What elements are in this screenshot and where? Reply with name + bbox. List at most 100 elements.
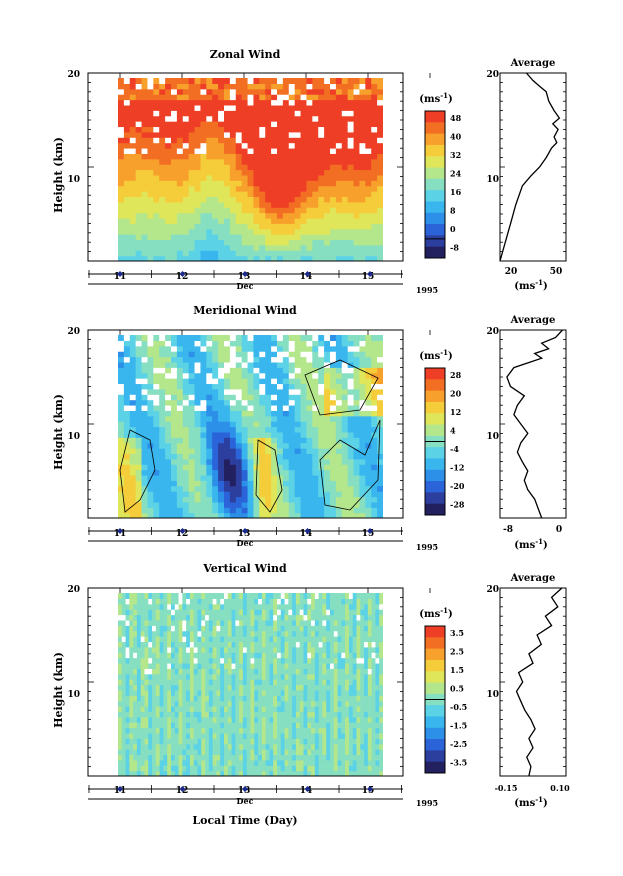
field-cell [271,415,278,422]
field-cell [365,507,372,514]
field-cell [189,662,195,669]
field-cell [377,448,383,455]
field-cell [167,765,172,772]
field-cell [282,340,290,347]
field-cell [220,716,225,723]
field-cell [229,174,237,181]
field-cell [377,212,383,219]
field-cell [258,673,263,680]
field-cell [171,593,176,599]
field-cell [220,630,225,637]
field-cell [269,625,274,632]
field-cell [371,394,378,401]
field-cell [206,485,213,492]
field-cell [306,131,313,138]
field-cell [377,255,383,261]
field-cell [147,255,154,261]
field-cell [280,749,286,756]
field-cell [371,94,378,101]
field-cell [123,174,131,181]
field-cell [136,614,142,621]
field-cell [324,507,331,514]
field-cell [335,239,343,246]
field-cell [171,126,178,133]
field-cell [353,196,361,203]
field-cell [153,169,160,176]
field-cell [295,759,301,766]
field-cell [147,110,154,117]
field-cell [277,185,284,192]
field-cell [288,126,296,133]
field-cell [174,630,180,637]
field-cell [159,94,166,101]
field-cell [135,255,143,261]
field-cell [218,464,225,471]
field-cell [300,244,308,251]
field-cell [330,174,337,181]
field-cell [371,437,378,444]
field-cell [141,485,149,492]
field-cell [123,94,131,101]
field-cell [258,625,263,632]
field-cell [159,394,166,401]
field-cell [178,711,183,718]
field-cell [205,619,210,626]
field-cell [227,662,233,669]
field-cell [282,234,290,241]
field-cell [197,662,202,669]
colorbar-swatch [425,413,445,426]
field-cell [129,126,137,133]
field-cell [246,625,252,632]
field-cell [118,485,125,492]
field-cell [205,706,210,713]
field-cell [258,593,263,599]
field-cell [330,351,337,358]
field-cell [182,738,187,745]
field-cell [253,228,260,235]
field-cell [186,722,191,729]
field-cell [247,410,255,417]
field-cell [171,679,176,686]
field-cell [153,507,160,514]
field-cell [118,657,123,664]
vertical-avg-ytick-10: 10 [486,690,499,700]
field-cell [220,727,225,734]
field-cell [269,754,274,761]
field-cell [205,754,210,761]
field-cell [182,110,190,117]
field-cell [224,469,231,476]
field-cell [118,88,125,95]
field-cell [254,657,259,664]
field-cell [133,738,138,745]
field-cell [212,743,218,750]
field-cell [254,770,259,776]
field-cell [165,174,172,181]
field-cell [159,99,166,106]
field-cell [123,180,131,187]
field-cell [218,228,225,235]
field-cell [188,448,196,455]
field-cell [165,442,172,449]
field-cell [208,668,214,675]
field-cell [153,196,160,203]
field-cell [176,431,184,438]
field-cell [118,126,125,133]
field-cell [365,335,372,341]
field-cell [121,684,127,691]
field-cell [324,356,331,363]
field-cell [265,153,272,160]
meridional-avg-xtick-0: -8 [503,525,513,535]
field-cell [271,115,278,122]
field-cell [353,367,361,374]
field-cell [201,684,206,691]
zonal-avg-title: Average [510,58,556,69]
field-cell [241,501,249,508]
field-cell [144,668,149,675]
field-cell [167,722,172,729]
field-cell [212,351,219,358]
field-cell [147,501,154,508]
field-cell [189,754,195,761]
field-cell [282,388,290,395]
field-cell [186,743,191,750]
field-cell [129,147,137,154]
